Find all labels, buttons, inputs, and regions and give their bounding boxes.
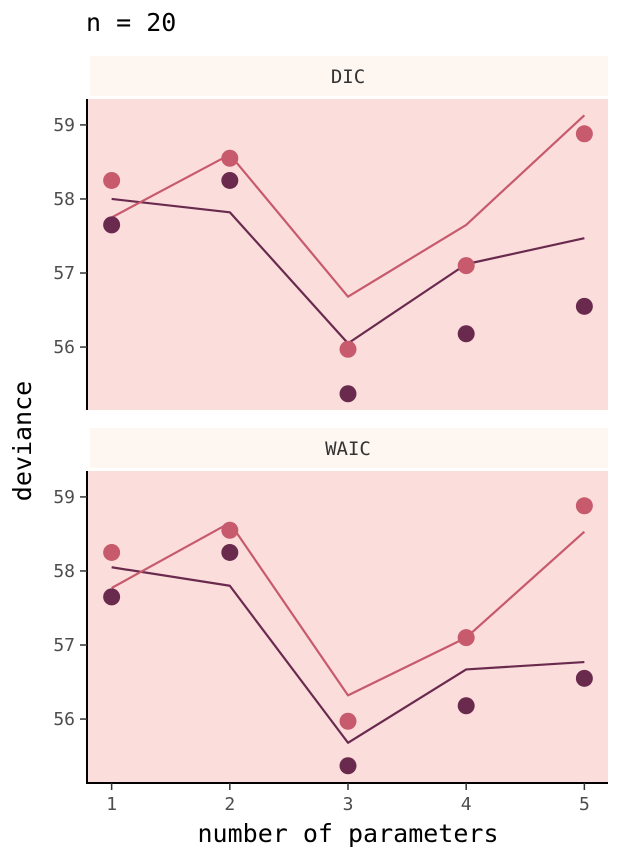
point-light bbox=[457, 257, 475, 275]
y-tick-label: 59 bbox=[53, 115, 75, 136]
x-tick-label: 2 bbox=[224, 794, 235, 815]
x-axis-label: number of parameters bbox=[197, 819, 498, 848]
point-dark bbox=[103, 588, 121, 606]
point-dark bbox=[457, 325, 475, 343]
point-light bbox=[339, 340, 357, 358]
panel-waic: WAIC 56 57 58 59 1 2 3 4 5 bbox=[53, 428, 608, 815]
x-tick-label: 3 bbox=[343, 794, 354, 815]
x-tick-label: 4 bbox=[461, 794, 472, 815]
point-dark bbox=[457, 697, 475, 715]
y-tick-label: 56 bbox=[53, 709, 75, 730]
point-light bbox=[221, 149, 239, 167]
y-tick-label: 57 bbox=[53, 263, 75, 284]
panels: DIC 56 57 58 59 WAIC 56 57 58 59 1 2 3 4 5 bbox=[53, 56, 608, 815]
y-tick-label: 58 bbox=[53, 189, 75, 210]
y-tick-label: 56 bbox=[53, 337, 75, 358]
y-tick-label: 57 bbox=[53, 635, 75, 656]
strip-background bbox=[90, 428, 608, 468]
point-light bbox=[575, 125, 593, 143]
point-light bbox=[103, 171, 121, 189]
series-line-light bbox=[111, 114, 586, 298]
panel-dic: DIC 56 57 58 59 bbox=[53, 56, 608, 410]
point-dark bbox=[339, 757, 357, 775]
strip-label: DIC bbox=[331, 66, 365, 88]
y-tick-label: 59 bbox=[53, 487, 75, 508]
point-light bbox=[339, 712, 357, 730]
strip-background bbox=[90, 56, 608, 96]
chart-title: n = 20 bbox=[86, 8, 176, 37]
point-light bbox=[103, 543, 121, 561]
series-line-light bbox=[111, 521, 586, 697]
point-dark bbox=[575, 669, 593, 687]
panel-background bbox=[88, 471, 608, 782]
point-light bbox=[457, 629, 475, 647]
point-dark bbox=[103, 216, 121, 234]
point-light bbox=[221, 521, 239, 539]
point-dark bbox=[221, 171, 239, 189]
series-line-dark bbox=[111, 566, 585, 744]
point-dark bbox=[221, 543, 239, 561]
strip-label: WAIC bbox=[325, 438, 371, 460]
y-tick-label: 58 bbox=[53, 561, 75, 582]
point-dark bbox=[339, 385, 357, 403]
panel-background bbox=[88, 99, 608, 410]
x-tick-label: 5 bbox=[579, 794, 590, 815]
y-axis-label: deviance bbox=[8, 381, 37, 501]
point-light bbox=[575, 497, 593, 515]
point-dark bbox=[575, 297, 593, 315]
x-tick-label: 1 bbox=[106, 794, 117, 815]
